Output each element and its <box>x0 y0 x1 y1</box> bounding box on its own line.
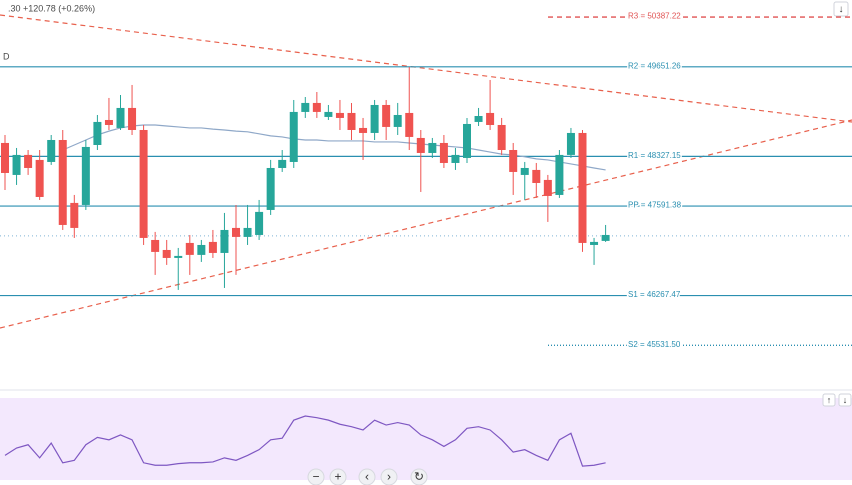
candle-body <box>520 167 529 175</box>
candle-body <box>185 242 194 255</box>
candle-body <box>439 142 448 163</box>
candle-body <box>289 111 298 162</box>
candle-body <box>35 159 44 197</box>
candle-body <box>359 127 368 133</box>
candle-body <box>208 241 217 253</box>
scroll-icon[interactable]: ↓ <box>839 4 844 15</box>
candle-body <box>174 255 183 258</box>
candle-body <box>532 169 541 183</box>
candle-body <box>590 241 599 245</box>
control-panel-down[interactable]: ↓ <box>843 395 848 405</box>
candle-body <box>255 211 264 235</box>
candle-body <box>278 159 287 168</box>
candle-body <box>370 104 379 133</box>
pivot-label: PP = 47591.38 <box>628 201 682 210</box>
pivot-label: R1 = 48327.15 <box>628 151 681 160</box>
control-button[interactable] <box>380 468 398 485</box>
candle-body <box>93 121 102 145</box>
candle-body <box>463 123 471 158</box>
candle-body <box>497 124 506 150</box>
candle-body <box>428 142 437 153</box>
candle-body <box>81 146 90 205</box>
candle-body <box>197 244 206 255</box>
candle-body <box>1 142 9 173</box>
control-zoom-in[interactable]: + <box>334 470 341 484</box>
candle-body <box>335 112 344 118</box>
candle-body <box>70 202 79 228</box>
candle-body <box>451 154 460 163</box>
control-reset[interactable]: ↻ <box>414 470 424 484</box>
candle-body <box>162 249 171 258</box>
candle-body <box>405 112 414 137</box>
candle-body <box>486 112 495 125</box>
candle-body <box>382 104 391 127</box>
candle-body <box>266 167 275 210</box>
candle-body <box>601 234 610 241</box>
panel-button[interactable] <box>822 393 836 407</box>
candle-body <box>47 139 56 162</box>
control-zoom-out[interactable]: − <box>312 470 319 484</box>
candle-body <box>116 107 125 128</box>
rsi-panel <box>0 398 852 480</box>
rsi-line <box>4 415 606 467</box>
candle-body <box>312 102 321 112</box>
control-button[interactable] <box>358 468 376 485</box>
control-panel-up[interactable]: ↑ <box>827 395 832 405</box>
candle-body <box>24 154 33 168</box>
control-button[interactable] <box>307 468 325 485</box>
control-button[interactable] <box>410 468 428 485</box>
candle-body <box>243 227 252 237</box>
trend-line <box>0 119 852 329</box>
control-forward[interactable]: › <box>387 470 391 484</box>
candle-body <box>324 111 333 117</box>
pivot-label: R3 = 50387.22 <box>628 12 681 21</box>
candle-body <box>555 154 564 195</box>
candle-body <box>543 179 552 196</box>
candle-body <box>12 154 21 175</box>
control-button[interactable] <box>329 468 347 485</box>
pivot-label: R2 = 49651.26 <box>628 61 681 70</box>
candle-body <box>474 115 483 122</box>
candle-body <box>416 137 425 153</box>
trend-line <box>0 14 852 123</box>
candle-body <box>566 132 575 155</box>
control-back[interactable]: ‹ <box>365 470 369 484</box>
price-change: .30 +120.78 (+0.26%) <box>8 3 95 13</box>
candle-body <box>58 139 67 225</box>
interval: D <box>3 51 10 61</box>
pivot-label: S2 = 45531.50 <box>628 340 681 349</box>
candle-body <box>347 112 356 130</box>
candle-body <box>578 132 587 243</box>
pivot-label: S1 = 46267.47 <box>628 290 681 299</box>
candle-body <box>393 114 402 127</box>
candle-body <box>509 149 518 172</box>
candle-body <box>151 239 160 252</box>
candle-body <box>301 102 310 112</box>
candle-body <box>220 229 229 253</box>
candle-body <box>232 227 240 237</box>
panel-button[interactable] <box>838 393 852 407</box>
candle-body <box>128 107 137 130</box>
candle-body <box>104 119 113 125</box>
scroll-button[interactable] <box>833 1 849 17</box>
candle-body <box>139 129 148 238</box>
